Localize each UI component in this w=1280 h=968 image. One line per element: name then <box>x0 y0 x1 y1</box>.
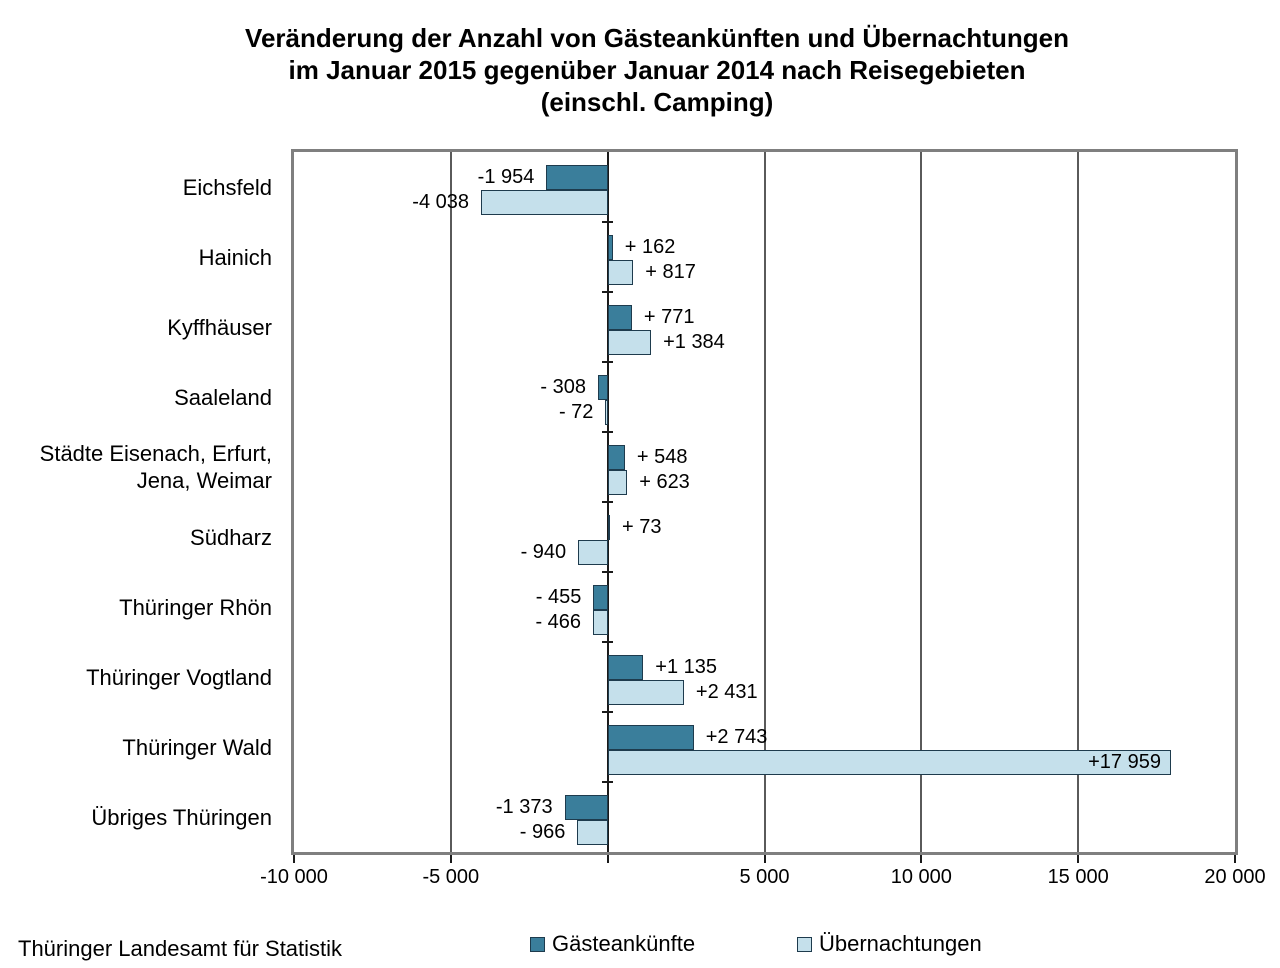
category-tick <box>602 431 614 433</box>
category-tick <box>602 711 614 713</box>
bar-overnights <box>607 330 652 355</box>
bar-arrivals <box>607 445 625 470</box>
value-label: - 308 <box>540 376 586 398</box>
bar-arrivals <box>607 655 644 680</box>
chart-title-line2: im Januar 2015 gegenüber Januar 2014 nac… <box>288 55 1026 85</box>
category-tick <box>602 221 614 223</box>
category-tick <box>602 641 614 643</box>
category-label: Thüringer Vogtland <box>86 664 272 690</box>
value-label: + 548 <box>636 446 688 468</box>
gridline <box>920 152 923 852</box>
bar-overnights <box>605 400 608 425</box>
category-label: Saaleland <box>174 384 272 410</box>
bar-overnights <box>607 680 684 705</box>
x-axis-tick <box>1234 855 1236 863</box>
value-label: - 940 <box>520 541 567 563</box>
category-tick <box>602 361 614 363</box>
overnights-legend-swatch-icon <box>797 936 812 952</box>
gridline <box>449 152 452 852</box>
category-label: Übriges Thüringen <box>91 804 272 830</box>
x-axis-tick <box>293 855 295 863</box>
value-label: +1 135 <box>655 656 717 678</box>
value-label: + 817 <box>645 261 696 283</box>
value-label: -4 038 <box>412 191 470 213</box>
bar-overnights <box>607 750 1171 775</box>
value-label: - 466 <box>535 611 582 633</box>
category-label: Thüringer Wald <box>122 734 272 760</box>
bar-arrivals <box>564 795 608 820</box>
plot-area: -1 954 + 162 + 771 - 308 + 548 + 73 - 455 +1 13… <box>291 149 1238 855</box>
value-label: + 623 <box>639 471 690 493</box>
value-label: +2 743 <box>705 726 768 748</box>
bar-arrivals <box>593 585 608 610</box>
value-label: - 966 <box>519 821 566 843</box>
value-label: - 72 <box>558 401 594 423</box>
bar-overnights <box>578 540 608 565</box>
bar-overnights <box>593 610 608 635</box>
x-axis-tick <box>449 855 452 863</box>
x-axis-tick-label: 20 000 <box>1204 866 1266 888</box>
category-label: Eichsfeld <box>182 174 272 200</box>
x-axis-tick-label: 10 000 <box>890 866 952 888</box>
gridline <box>763 152 766 852</box>
category-tick <box>602 571 614 573</box>
arrivals-legend-swatch-icon <box>530 936 545 952</box>
bar-overnights <box>577 820 608 845</box>
chart-title: Veränderung der Anzahl von Gästeankünfte… <box>34 22 1280 118</box>
bar-overnights <box>607 470 628 495</box>
x-axis-tick-label: 15 000 <box>1047 866 1109 888</box>
value-label: +1 384 <box>663 331 725 353</box>
bar-overnights <box>607 260 634 285</box>
category-label: Kyffhäuser <box>167 314 272 340</box>
bar-arrivals <box>607 235 613 260</box>
value-label: + 73 <box>621 516 662 538</box>
chart-title-line3: (einschl. Camping) <box>540 87 774 117</box>
bar-overnights <box>481 190 608 215</box>
value-label: + 771 <box>643 306 695 328</box>
value-label: +2 431 <box>695 681 758 703</box>
bar-arrivals <box>607 515 610 540</box>
legend-item-arrivals: Gästeankünfte <box>530 931 695 957</box>
x-axis-tick-label: -5 000 <box>422 866 480 888</box>
value-label: +17 959 <box>1088 751 1161 773</box>
value-label: -1 373 <box>495 796 553 818</box>
category-tick <box>602 781 614 783</box>
chart-title-line1: Veränderung der Anzahl von Gästeankünfte… <box>245 23 1069 53</box>
value-label: -1 954 <box>477 166 535 188</box>
x-axis-tick <box>606 855 609 863</box>
gridline <box>1077 152 1080 852</box>
x-axis-tick <box>763 855 766 863</box>
bar-arrivals <box>598 375 608 400</box>
category-label: Thüringer Rhön <box>119 594 272 620</box>
x-axis-tick <box>1077 855 1080 863</box>
x-axis-tick-label: -10 000 <box>260 866 328 888</box>
category-tick <box>602 501 614 503</box>
x-axis-tick-label: 5 000 <box>739 866 790 888</box>
bar-arrivals <box>607 725 694 750</box>
category-label: Städte Eisenach, Erfurt, Jena, Weimar <box>39 441 272 493</box>
bar-arrivals <box>607 305 632 330</box>
value-label: + 162 <box>624 236 676 258</box>
category-label: Südharz <box>190 524 272 550</box>
value-label: - 455 <box>535 586 582 608</box>
legend-item-overnights: Übernachtungen <box>797 931 982 957</box>
legend-label-overnights: Übernachtungen <box>819 931 982 956</box>
x-axis-tick <box>920 855 923 863</box>
source-label: Thüringer Landesamt für Statistik <box>18 936 343 961</box>
bar-arrivals <box>546 165 608 190</box>
category-tick <box>602 291 614 293</box>
category-label: Hainich <box>198 244 272 270</box>
legend-label-arrivals: Gästeankünfte <box>552 931 696 956</box>
